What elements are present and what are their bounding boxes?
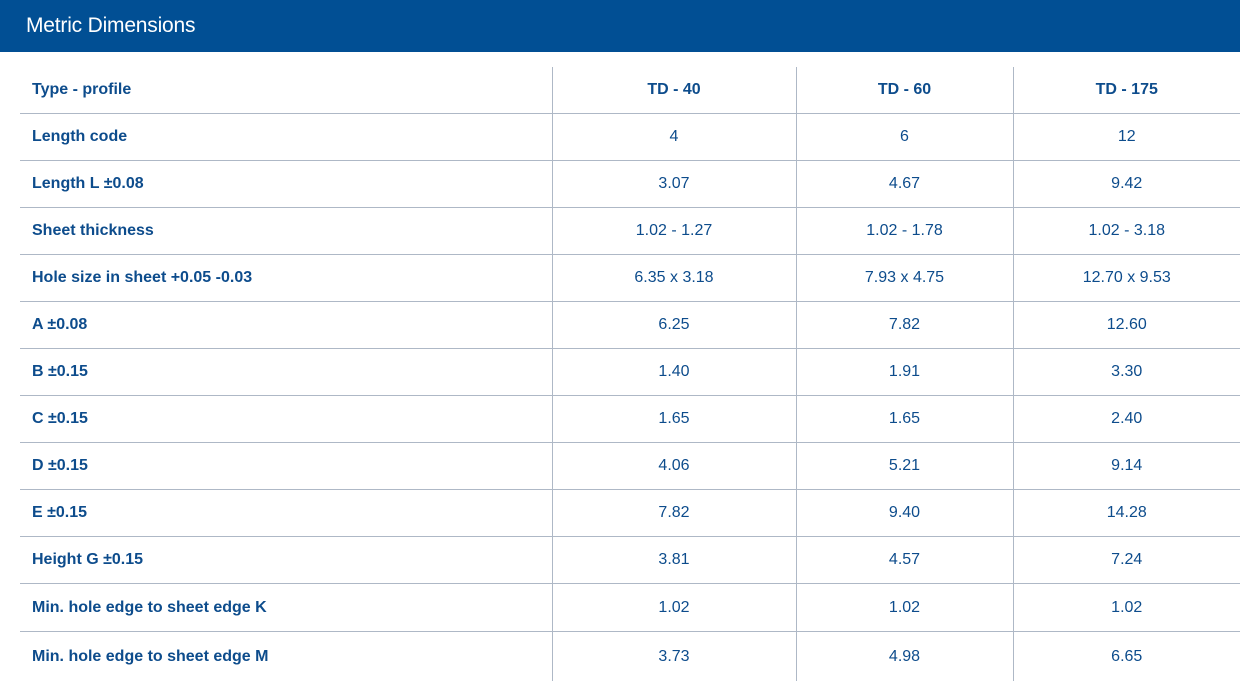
table-cell: 9.42 <box>1013 160 1240 208</box>
row-label: E ±0.15 <box>20 489 553 537</box>
row-label: Min. hole edge to sheet edge M <box>20 631 553 681</box>
row-label: D ±0.15 <box>20 442 553 490</box>
table-row: Min. hole edge to sheet edge M 3.73 4.98… <box>20 631 1240 681</box>
table-cell: 1.02 - 1.78 <box>796 207 1014 255</box>
row-label: A ±0.08 <box>20 301 553 349</box>
column-header-td-60: TD - 60 <box>796 67 1014 114</box>
table-row: Length code 4 6 12 <box>20 113 1240 161</box>
table-cell: 5.21 <box>796 442 1014 490</box>
row-label: Sheet thickness <box>20 207 553 255</box>
table-cell: 4.98 <box>796 631 1014 681</box>
table-row: C ±0.15 1.65 1.65 2.40 <box>20 395 1240 443</box>
table-cell: 2.40 <box>1013 395 1240 443</box>
table-cell: 1.65 <box>552 395 797 443</box>
row-label: Min. hole edge to sheet edge K <box>20 583 553 632</box>
table-cell: 7.82 <box>552 489 797 537</box>
row-label: Hole size in sheet +0.05 -0.03 <box>20 254 553 302</box>
table-cell: 3.81 <box>552 536 797 584</box>
table-cell: 14.28 <box>1013 489 1240 537</box>
table-cell: 4.67 <box>796 160 1014 208</box>
table-cell: 9.14 <box>1013 442 1240 490</box>
column-header-td-40: TD - 40 <box>552 67 797 114</box>
table-header-row: Type - profile TD - 40 TD - 60 TD - 175 <box>20 67 1240 114</box>
table-cell: 7.93 x 4.75 <box>796 254 1014 302</box>
row-label: Length L ±0.08 <box>20 160 553 208</box>
table-row: Height G ±0.15 3.81 4.57 7.24 <box>20 536 1240 584</box>
table-cell: 1.91 <box>796 348 1014 396</box>
table-cell: 6.65 <box>1111 647 1143 665</box>
table-cell: 1.02 <box>796 583 1014 632</box>
table-cell: 3.73 <box>552 631 797 681</box>
table-cell: 12 <box>1013 113 1240 161</box>
header-label: Type - profile <box>20 67 553 114</box>
dimensions-table: Type - profile TD - 40 TD - 60 TD - 175 … <box>20 67 1240 681</box>
table-cell: 6 <box>796 113 1014 161</box>
table-cell: 1.02 <box>552 583 797 632</box>
table-row: B ±0.15 1.40 1.91 3.30 <box>20 348 1240 396</box>
table-cell: 1.40 <box>552 348 797 396</box>
table-cell: 7.82 <box>796 301 1014 349</box>
table-row: E ±0.15 7.82 9.40 14.28 <box>20 489 1240 537</box>
table-row: Sheet thickness 1.02 - 1.27 1.02 - 1.78 … <box>20 207 1240 255</box>
row-label: Height G ±0.15 <box>20 536 553 584</box>
row-label: B ±0.15 <box>20 348 553 396</box>
title-bar: Metric Dimensions <box>0 0 1240 52</box>
table-cell: 3.07 <box>552 160 797 208</box>
table-row: A ±0.08 6.25 7.82 12.60 <box>20 301 1240 349</box>
row-label: Length code <box>20 113 553 161</box>
row-label: C ±0.15 <box>20 395 553 443</box>
page-title: Metric Dimensions <box>26 14 196 37</box>
table-cell: 12.70 x 9.53 <box>1013 254 1240 302</box>
table-cell: 12.60 <box>1013 301 1240 349</box>
table-cell: 1.02 <box>1013 583 1240 632</box>
table-cell: 4.57 <box>796 536 1014 584</box>
table-cell: 1.65 <box>796 395 1014 443</box>
table-cell: 4 <box>552 113 797 161</box>
table-row: Min. hole edge to sheet edge K 1.02 1.02… <box>20 583 1240 632</box>
table-cell: 6.35 x 3.18 <box>552 254 797 302</box>
column-header-td-175: TD - 175 <box>1013 67 1240 114</box>
table-cell: 1.02 - 3.18 <box>1013 207 1240 255</box>
table-row: Length L ±0.08 3.07 4.67 9.42 <box>20 160 1240 208</box>
table-cell: 1.02 - 1.27 <box>552 207 797 255</box>
table-cell: 3.30 <box>1013 348 1240 396</box>
table-cell: 4.06 <box>552 442 797 490</box>
table-row: D ±0.15 4.06 5.21 9.14 <box>20 442 1240 490</box>
table-cell: 7.24 <box>1013 536 1240 584</box>
table-cell: 9.40 <box>796 489 1014 537</box>
table-cell: 6.25 <box>552 301 797 349</box>
table-row: Hole size in sheet +0.05 -0.03 6.35 x 3.… <box>20 254 1240 302</box>
